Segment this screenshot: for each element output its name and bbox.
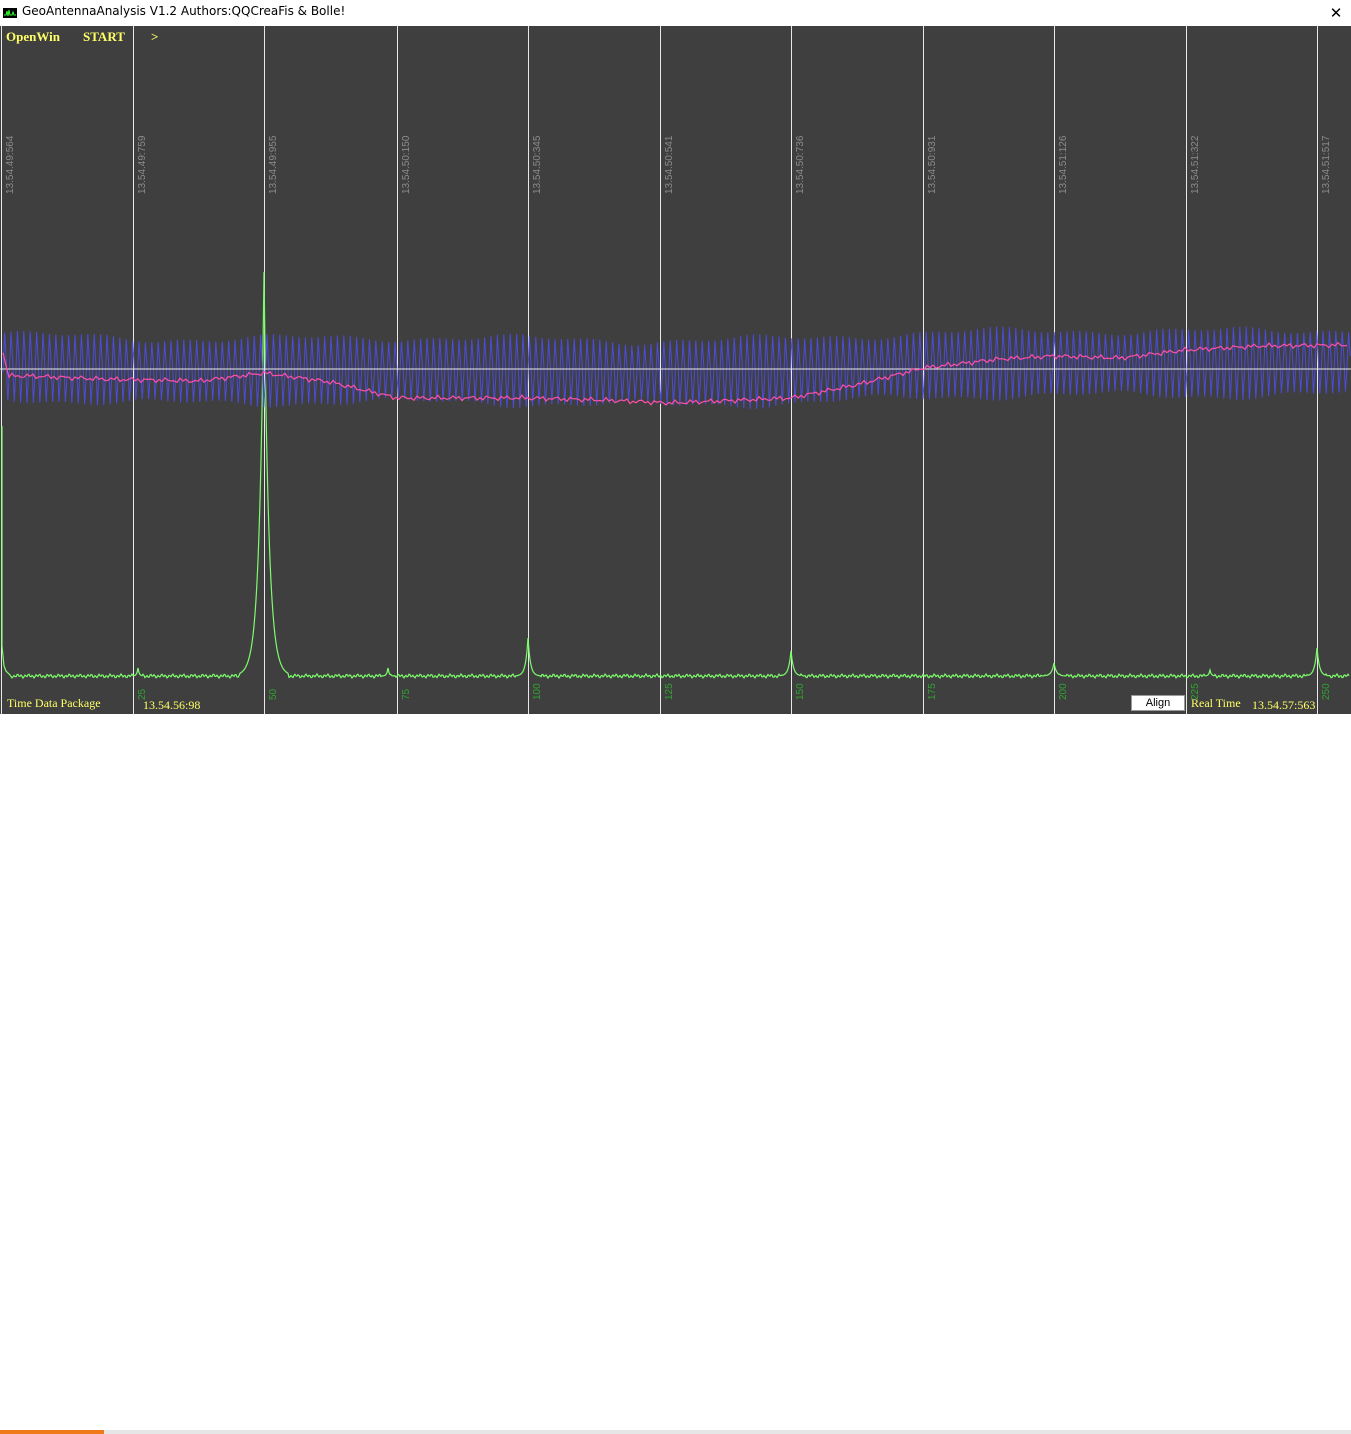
timestamp-label: 13.54.50:541 xyxy=(664,135,675,194)
average-line xyxy=(2,341,1348,406)
start-menu[interactable]: START xyxy=(83,29,125,44)
timestamp-label: 13.54.49:564 xyxy=(5,135,16,194)
timestamp-label: 13.54.50:150 xyxy=(401,135,412,194)
package-index-label: 250 xyxy=(1321,683,1332,700)
openwin-menu[interactable]: OpenWin xyxy=(6,29,60,44)
signal-waveform xyxy=(2,326,1351,409)
timestamp-label: 13.54.50:931 xyxy=(927,135,938,194)
align-button[interactable]: Align xyxy=(1131,695,1185,711)
time-data-package-label: Time Data Package xyxy=(7,696,101,710)
package-index-label: 100 xyxy=(532,683,543,700)
timestamp-label: 13.54.50:736 xyxy=(795,135,806,194)
timestamp-label: 13.54.51:126 xyxy=(1058,135,1069,194)
status-bar xyxy=(0,714,1351,1434)
spectrum-line xyxy=(1,271,1350,680)
real-time-label: Real Time xyxy=(1191,696,1241,710)
progress-fill xyxy=(0,1430,105,1434)
timestamp-label: 13.54.50:345 xyxy=(532,135,543,194)
real-time-value: 13.54.57:563 xyxy=(1252,698,1316,712)
plot-area: OpenWin START > 13.54.49:564 13.54.49:759… xyxy=(0,26,1351,714)
package-index-label: 175 xyxy=(927,683,938,700)
package-index-label: 150 xyxy=(795,683,806,700)
timestamp-label: 13.54.51:517 xyxy=(1321,135,1332,194)
timestamp-label: 13.54.49:955 xyxy=(268,135,279,194)
package-index-label: 125 xyxy=(664,683,675,700)
window-title: GeoAntennaAnalysis V1.2 Authors:QQCreaFi… xyxy=(22,4,346,18)
package-index-label: 50 xyxy=(268,688,279,700)
progress-bar xyxy=(0,1430,1351,1434)
timestamp-label: 13.54.51:322 xyxy=(1190,135,1201,194)
next-menu[interactable]: > xyxy=(151,29,159,44)
package-time: 13.54.56:98 xyxy=(143,698,201,712)
waveform-canvas xyxy=(0,26,1351,714)
package-index-label: 200 xyxy=(1058,683,1069,700)
title-bar: GeoAntennaAnalysis V1.2 Authors:QQCreaFi… xyxy=(0,0,1351,26)
close-button[interactable]: ✕ xyxy=(1329,4,1343,22)
oscilloscope-icon xyxy=(3,8,17,18)
package-index-label: 75 xyxy=(401,688,412,700)
timestamp-label: 13.54.49:759 xyxy=(137,135,148,194)
